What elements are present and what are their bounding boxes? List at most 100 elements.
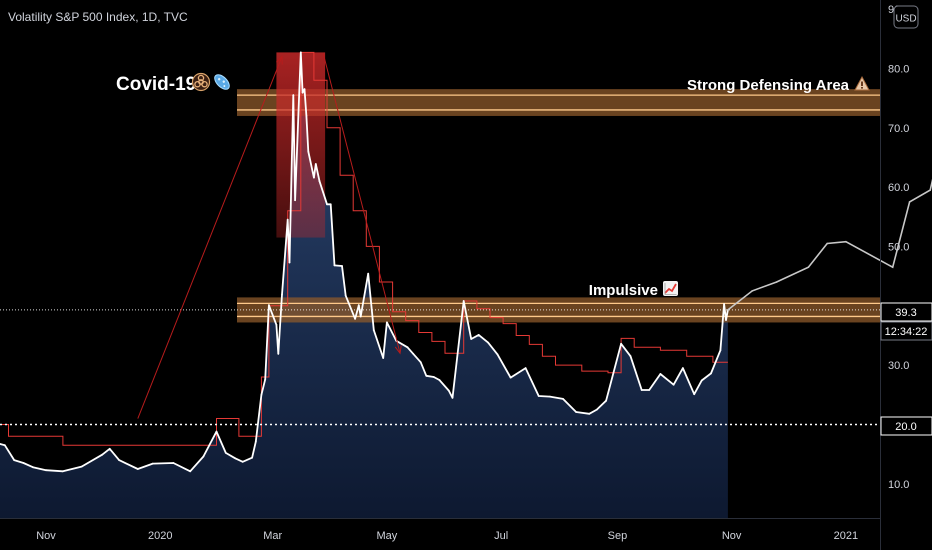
price-point <box>382 357 385 359</box>
price-point <box>462 300 465 302</box>
zone-layer <box>237 89 880 323</box>
price-point <box>575 411 577 413</box>
x-tick-label: Sep <box>608 530 628 542</box>
price-point <box>620 342 622 345</box>
price-point <box>281 293 283 296</box>
price-point <box>22 462 25 464</box>
price-point <box>425 374 428 377</box>
price-point <box>45 469 47 472</box>
projection-point <box>929 189 931 191</box>
price-point <box>268 304 270 307</box>
price-point <box>118 459 120 461</box>
y-tick-label: 80.0 <box>888 63 909 75</box>
price-point <box>487 341 489 344</box>
x-tick-label: Jul <box>494 530 508 542</box>
price-point <box>595 408 598 411</box>
price-point <box>136 468 139 470</box>
price-point <box>299 51 302 54</box>
price-point <box>318 180 321 183</box>
y-tick-label: 30.0 <box>888 360 909 372</box>
price-point <box>277 352 280 355</box>
projection-point <box>807 266 810 269</box>
price-point <box>189 470 192 473</box>
price-point <box>275 323 278 326</box>
zone-band <box>237 89 880 116</box>
x-tick-label: Nov <box>36 530 56 542</box>
price-point <box>329 203 332 206</box>
price-point <box>432 376 435 378</box>
projection-point <box>826 242 828 245</box>
price-point <box>288 261 291 264</box>
price-point <box>344 294 347 297</box>
level-lines-layer <box>0 309 880 426</box>
price-point <box>260 393 263 396</box>
price-point <box>341 265 343 267</box>
trend-arrow-1 <box>137 55 283 419</box>
price-point <box>496 353 499 356</box>
price-point <box>151 462 154 465</box>
stop-step-line <box>0 51 728 446</box>
price-point <box>292 94 295 96</box>
price-point <box>294 199 296 202</box>
y-tick-label: 10.0 <box>888 479 909 491</box>
warning-icon <box>854 75 870 91</box>
price-point <box>251 456 254 459</box>
price-point <box>412 352 415 355</box>
countdown-value: 12:34:22 <box>885 326 928 338</box>
price-point <box>202 455 205 458</box>
level-20-value: 20.0 <box>895 421 916 433</box>
covid-annotation: Covid-19 <box>116 72 230 95</box>
price-point <box>172 462 175 464</box>
x-tick-label: 2020 <box>148 530 172 542</box>
projection-point <box>891 266 894 269</box>
price-point <box>108 447 111 450</box>
price-point <box>80 465 83 468</box>
projection-point <box>908 201 911 203</box>
price-point <box>723 303 725 305</box>
price-point <box>326 203 328 206</box>
chart-increasing-icon <box>663 281 678 296</box>
price-point <box>710 372 712 375</box>
y-tick-label: 60.0 <box>888 182 909 194</box>
level-20-label: 20.0 <box>880 416 932 436</box>
price-point <box>13 459 16 461</box>
arrow-shaft <box>322 53 401 354</box>
chart-title: Volatility S&P 500 Index, 1D, TVC <box>8 10 188 24</box>
price-point <box>224 452 227 454</box>
price-point <box>719 349 722 352</box>
countdown-label: 12:34:22 <box>880 321 932 341</box>
projection-point <box>775 281 778 283</box>
arrow-head <box>276 55 283 65</box>
arrow-shaft <box>137 56 283 419</box>
price-area <box>0 52 728 518</box>
price-point <box>629 355 632 358</box>
stop-line-layer <box>0 51 728 446</box>
arrow-layer <box>137 53 402 419</box>
projection-layer <box>727 178 932 311</box>
price-point <box>303 88 306 91</box>
price-point <box>301 91 304 94</box>
price-point <box>537 395 540 397</box>
strong-area-label: Strong Defensing Area <box>687 77 850 94</box>
price-point <box>659 373 662 375</box>
last-price-label: 39.3 <box>880 302 932 322</box>
price-point <box>286 218 289 221</box>
x-tick-label: May <box>377 530 398 542</box>
price-point <box>438 379 441 381</box>
price-point <box>640 389 643 391</box>
price-point <box>562 398 564 400</box>
price-point <box>682 367 684 369</box>
price-point <box>700 379 703 382</box>
price-point <box>605 399 607 402</box>
impulsive-label: Impulsive <box>589 282 658 299</box>
price-point <box>588 412 591 415</box>
price-point <box>359 315 362 318</box>
microbe-icon <box>214 74 230 90</box>
price-point <box>693 393 696 396</box>
currency-badge[interactable]: USD <box>893 5 919 29</box>
price-point <box>672 383 675 386</box>
price-point <box>215 430 218 433</box>
price-point <box>234 457 237 460</box>
price-point <box>367 272 370 275</box>
